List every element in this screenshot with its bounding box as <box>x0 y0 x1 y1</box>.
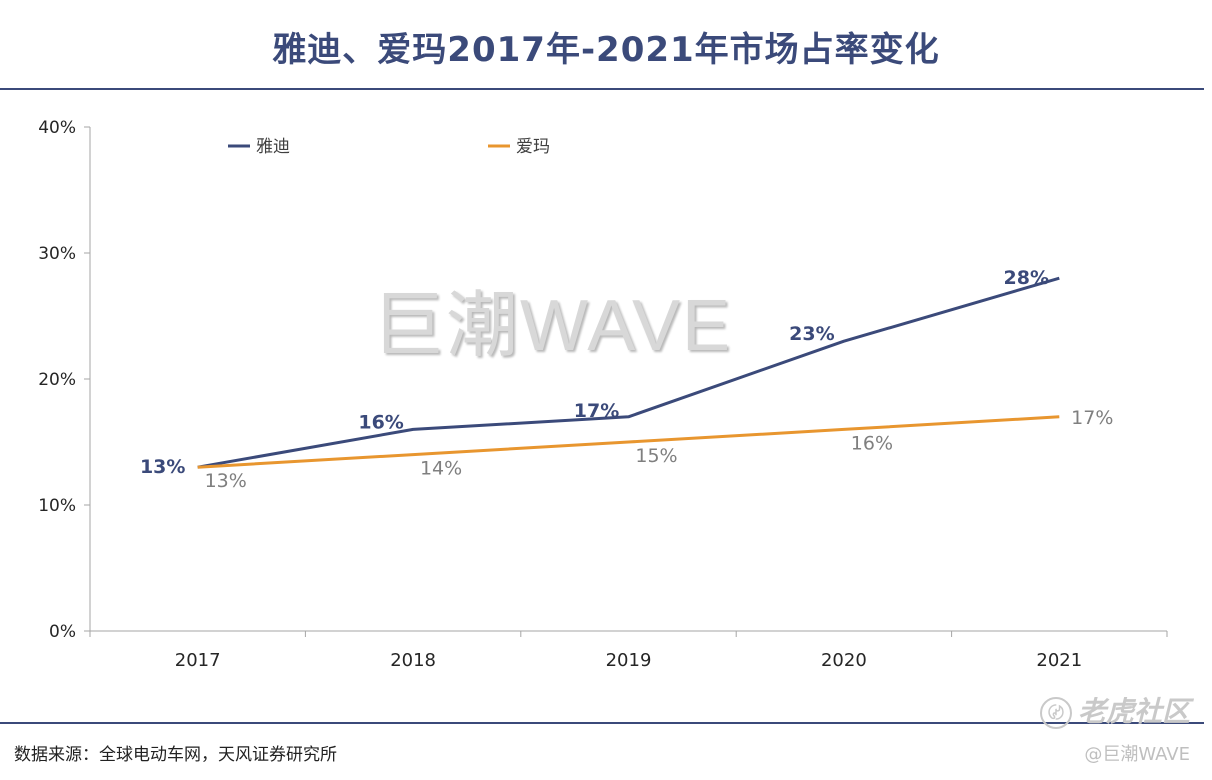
data-label-aima: 17% <box>1071 407 1113 429</box>
x-tick-label: 2021 <box>1036 650 1082 671</box>
center-watermark: 巨潮WAVE <box>372 286 733 366</box>
y-tick-label: 30% <box>38 244 76 264</box>
x-tick-label: 2020 <box>821 650 867 671</box>
legend-label-0: 雅迪 <box>256 137 290 157</box>
data-label-yadi: 23% <box>789 323 834 345</box>
tiger-logo-icon: 〄 <box>1039 697 1072 729</box>
data-label-aima: 15% <box>635 445 677 467</box>
legend-label-1: 爱玛 <box>516 137 550 157</box>
y-tick-label: 20% <box>38 370 76 390</box>
corner-watermark: 〄老虎社区 <box>1039 690 1190 730</box>
data-label-aima: 16% <box>851 432 893 454</box>
x-tick-label: 2018 <box>390 650 436 671</box>
footer-divider <box>0 722 1204 724</box>
series-line-0 <box>197 276 1060 469</box>
y-tick-label: 0% <box>49 622 76 642</box>
data-label-aima: 13% <box>205 470 247 492</box>
x-tick-label: 2017 <box>175 650 221 671</box>
data-label-yadi: 17% <box>574 400 619 422</box>
y-tick-label: 10% <box>38 496 76 516</box>
data-source-note: 数据来源：全球电动车网，天风证券研究所 <box>14 745 337 765</box>
data-label-yadi: 13% <box>140 456 185 478</box>
x-tick-label: 2019 <box>606 650 652 671</box>
data-label-yadi: 16% <box>358 411 403 433</box>
series-line-1 <box>197 415 1060 469</box>
corner-watermark-text: 老虎社区 <box>1077 695 1190 728</box>
title-divider <box>0 88 1204 90</box>
watermark-handle: @巨潮WAVE <box>1084 744 1190 765</box>
data-label-yadi: 28% <box>1004 267 1049 289</box>
y-tick-label: 40% <box>38 118 76 138</box>
data-label-aima: 14% <box>420 458 462 480</box>
chart-title: 雅迪、爱玛2017年-2021年市场占率变化 <box>272 30 940 70</box>
line-chart: 0% 10% 20% 30% 40% 2017 2018 2019 2020 2021 雅迪 爱玛 13… <box>38 118 1168 671</box>
